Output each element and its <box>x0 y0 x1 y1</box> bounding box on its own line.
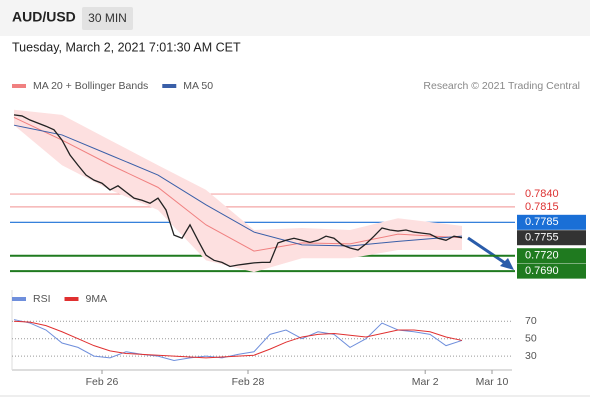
forecast-arrowhead <box>500 258 514 270</box>
x-tick-label: Mar 2 <box>412 376 439 388</box>
level-label: 0.7785 <box>525 216 559 228</box>
level-label: 0.7755 <box>525 232 559 244</box>
x-tick-label: Feb 26 <box>86 376 119 388</box>
legend-label: RSI <box>33 293 51 305</box>
series-line <box>13 319 463 361</box>
legend-label: 9MA <box>86 293 108 305</box>
copyright: Research © 2021 Trading Central <box>423 80 580 92</box>
forecast-arrow <box>467 236 509 267</box>
x-tick-label: Feb 28 <box>232 376 265 388</box>
legend-label: MA 50 <box>183 80 213 92</box>
series-line <box>13 114 463 268</box>
datetime: Tuesday, March 2, 2021 7:01:30 AM CET <box>12 40 241 54</box>
level-label: 0.7720 <box>525 250 559 262</box>
series-line <box>13 320 463 359</box>
x-tick-label: Mar 10 <box>476 376 509 388</box>
series-line <box>13 117 463 252</box>
timeframe-button[interactable] <box>82 7 133 30</box>
level-box <box>517 248 586 264</box>
series-line <box>13 124 463 247</box>
symbol: AUD/USD <box>12 9 76 25</box>
y-tick-label: 30 <box>525 350 537 362</box>
timeframe[interactable]: 30 MIN <box>88 11 127 25</box>
level-label: 0.7815 <box>525 201 559 213</box>
level-label: 0.7690 <box>525 265 559 277</box>
bollinger-band <box>14 109 462 273</box>
y-tick-label: 50 <box>525 332 537 344</box>
y-tick-label: 70 <box>525 315 537 327</box>
level-label: 0.7840 <box>525 188 559 200</box>
legend-label: MA 20 + Bollinger Bands <box>33 80 148 92</box>
level-box <box>517 214 586 230</box>
level-box <box>517 263 586 279</box>
level-box <box>517 230 586 246</box>
